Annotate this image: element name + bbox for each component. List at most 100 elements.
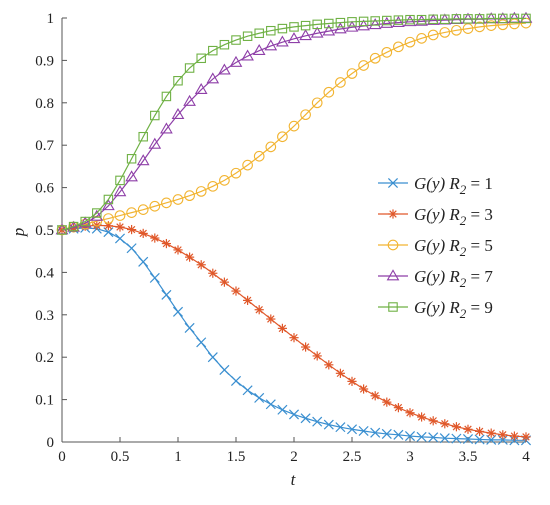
triangle-marker <box>229 55 243 67</box>
y-tick-label: 1 <box>47 11 55 27</box>
square-marker <box>254 28 264 39</box>
square-marker <box>486 13 496 24</box>
star-marker <box>208 268 218 278</box>
series-line <box>61 17 526 231</box>
series-square <box>57 13 531 235</box>
square-marker <box>184 63 195 73</box>
x-marker <box>254 392 265 403</box>
circle-marker <box>358 60 369 71</box>
series-x <box>56 222 532 446</box>
x-marker <box>439 433 450 444</box>
circle-marker <box>161 197 172 209</box>
legend-item: G(y) R2 = 7 <box>378 267 493 290</box>
circle-marker <box>288 120 300 132</box>
x-marker <box>335 422 346 433</box>
x-marker <box>219 364 230 375</box>
circle-marker <box>242 159 253 171</box>
x-marker <box>462 434 474 445</box>
star-marker <box>417 412 427 422</box>
star-marker <box>266 314 276 324</box>
x-marker <box>312 416 323 427</box>
square-marker <box>335 17 346 28</box>
star-marker <box>393 403 403 413</box>
star-marker <box>254 305 264 315</box>
square-marker <box>451 14 462 24</box>
x-tick-label: 3.5 <box>459 449 478 465</box>
square-marker <box>463 14 473 24</box>
triangle-marker <box>299 29 312 41</box>
square-marker <box>103 194 114 205</box>
square-marker <box>347 17 357 27</box>
triangle-marker <box>171 107 185 120</box>
square-marker <box>289 22 299 32</box>
circle-marker <box>149 200 161 212</box>
triangle-marker <box>194 82 208 95</box>
circle-marker <box>416 33 427 44</box>
star-marker <box>335 368 345 378</box>
square-marker <box>382 15 392 26</box>
circle-marker <box>184 190 195 202</box>
x-marker <box>149 272 160 283</box>
square-marker <box>196 53 206 64</box>
circle-marker <box>462 23 474 34</box>
square-marker <box>388 302 398 312</box>
star-marker <box>347 376 357 386</box>
star-marker <box>451 422 461 432</box>
y-axis: 0 0.1 0.2 0.3 0.4 0.5 0.6 0.7 0.8 0.9 1 <box>35 11 67 451</box>
y-tick-label: 0.1 <box>35 393 54 409</box>
x-axis-label: t <box>291 470 297 489</box>
x-marker <box>161 289 172 300</box>
star-marker <box>370 391 380 401</box>
legend-item: G(y) R2 = 3 <box>378 205 493 228</box>
x-marker <box>497 434 508 445</box>
triangle-marker <box>148 137 162 149</box>
y-tick-label: 0.9 <box>35 53 54 69</box>
circle-marker <box>404 36 416 48</box>
triangle-marker <box>276 35 289 47</box>
triangle-marker <box>415 14 428 26</box>
circle-marker <box>497 19 509 31</box>
circle-marker <box>474 21 485 33</box>
x-axis: 0 0.5 1 1.5 2 2.5 3 3.5 4 <box>58 437 530 465</box>
series-circle <box>56 17 532 236</box>
triangle-marker <box>310 26 324 38</box>
star-marker <box>185 252 195 262</box>
triangle-marker <box>125 170 138 182</box>
star-marker <box>103 221 113 231</box>
star-marker <box>440 419 450 429</box>
star-marker <box>428 416 438 426</box>
triangle-marker <box>287 32 301 44</box>
triangle-marker <box>160 122 173 134</box>
square-marker <box>358 16 369 27</box>
star-marker <box>138 228 148 238</box>
circle-marker <box>300 109 311 121</box>
circle-marker <box>207 180 219 192</box>
star-marker <box>359 384 369 394</box>
x-marker <box>242 385 253 396</box>
legend-label: G(y) R2 = 7 <box>414 267 493 290</box>
square-marker <box>324 18 334 29</box>
series-line <box>61 224 527 438</box>
star-marker <box>521 432 531 442</box>
x-marker <box>486 434 497 445</box>
circle-marker <box>265 141 277 153</box>
square-marker <box>231 35 241 45</box>
x-marker <box>300 413 311 424</box>
y-tick-label: 0.7 <box>35 138 54 154</box>
x-marker <box>277 404 288 415</box>
star-marker <box>301 342 311 352</box>
circle-marker <box>126 207 137 218</box>
square-marker <box>370 16 380 26</box>
x-marker <box>196 337 207 348</box>
circle-marker <box>277 131 288 143</box>
x-marker <box>358 425 369 437</box>
x-marker <box>428 432 439 443</box>
x-tick-label: 3 <box>406 449 414 465</box>
x-marker <box>387 177 399 189</box>
square-marker <box>405 14 415 25</box>
square-marker <box>521 13 531 24</box>
x-marker <box>126 243 137 254</box>
triangle-marker <box>334 22 347 34</box>
triangle-marker <box>322 24 336 36</box>
circle-marker <box>509 18 520 30</box>
